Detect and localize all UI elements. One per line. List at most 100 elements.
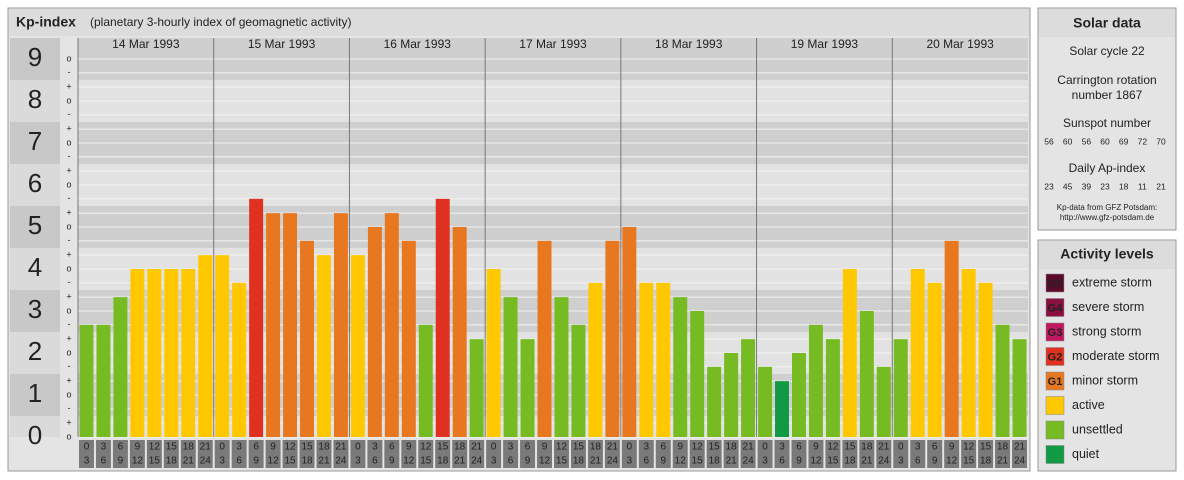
interval-start: 9 [677,442,683,453]
interval-start: 9 [813,442,819,453]
solar-cycle: Solar cycle 22 [1069,44,1145,58]
interval-box [401,440,417,468]
interval-box [995,440,1011,468]
interval-end: 24 [878,456,890,467]
interval-start: 9 [135,442,141,453]
minor-tick-label: o [66,431,71,441]
label-band [10,374,60,416]
bar [249,198,264,437]
bar [622,227,637,437]
ap-value: 39 [1082,181,1092,191]
interval-end: 24 [471,456,483,467]
bar [1012,339,1027,437]
interval-box [435,440,451,468]
interval-end: 15 [827,456,839,467]
minor-tick-label: o [66,263,71,273]
bar [825,339,840,437]
bar [367,227,382,437]
legend-label: active [1072,398,1105,412]
label-band [10,332,60,374]
interval-box [503,440,519,468]
legend-title: Activity levels [1060,246,1154,262]
interval-end: 3 [84,456,90,467]
interval-start: 18 [590,442,602,453]
day-label: 18 Mar 1993 [655,37,723,51]
solar-header [1039,9,1175,37]
label-band [10,248,60,290]
interval-box [282,440,298,468]
bar [741,339,756,437]
bar [300,240,314,437]
interval-box [452,440,468,468]
interval-box [978,440,994,468]
interval-end: 3 [491,456,497,467]
interval-start: 6 [118,442,124,453]
interval-end: 12 [675,456,687,467]
interval-box [621,440,637,468]
minor-tick-label: - [68,361,71,371]
interval-end: 12 [132,456,144,467]
interval-start: 6 [932,442,938,453]
interval-box [265,440,281,468]
interval-box [825,440,841,468]
bar [130,269,145,437]
interval-box [672,440,688,468]
ap-value: 18 [1119,181,1129,191]
interval-box [79,440,94,468]
interval-end: 12 [946,456,958,467]
interval-start: 15 [709,442,721,453]
interval-end: 15 [963,456,975,467]
interval-end: 18 [301,456,313,467]
bar [792,353,806,437]
minor-tick-label: - [68,277,71,287]
interval-start: 3 [779,442,785,453]
interval-start: 6 [796,442,802,453]
sunspot-number: 69 [1119,136,1129,146]
y-tick-label: 9 [28,42,42,72]
bar [350,255,365,437]
minor-tick-label: o [66,221,71,231]
interval-box [842,440,858,468]
interval-start: 6 [253,442,259,453]
interval-start: 12 [556,442,568,453]
interval-start: 18 [726,442,738,453]
interval-start: 12 [149,442,161,453]
interval-start: 12 [692,442,704,453]
grid-band [78,416,1028,437]
interval-box [944,440,960,468]
interval-start: 6 [660,442,666,453]
interval-box [689,440,705,468]
interval-end: 21 [861,456,873,467]
bar [876,366,891,437]
label-band [10,416,60,437]
minor-tick-label: + [66,124,71,134]
interval-end: 21 [590,456,602,467]
day-label: 14 Mar 1993 [112,37,180,51]
sunspot-number: 72 [1138,136,1148,146]
interval-end: 3 [898,456,904,467]
interval-start: 21 [1014,442,1026,453]
bar [537,240,552,437]
day-label: 19 Mar 1993 [791,37,859,51]
interval-start: 9 [949,442,955,453]
interval-start: 18 [861,442,873,453]
interval-start: 12 [963,442,975,453]
interval-box [859,440,875,468]
label-band [10,290,60,332]
bar [859,311,874,437]
interval-end: 18 [166,456,178,467]
interval-end: 21 [318,456,330,467]
interval-end: 9 [253,456,259,467]
interval-end: 24 [607,456,619,467]
interval-box [757,440,773,468]
minor-tick-label: - [68,193,71,203]
bar [317,255,331,437]
interval-start: 21 [471,442,483,453]
interval-box [876,440,892,468]
interval-start: 12 [420,442,432,453]
y-tick-label: 2 [28,336,42,366]
bar [995,324,1010,437]
interval-end: 3 [355,456,361,467]
bar [164,269,179,437]
interval-end: 15 [556,456,568,467]
